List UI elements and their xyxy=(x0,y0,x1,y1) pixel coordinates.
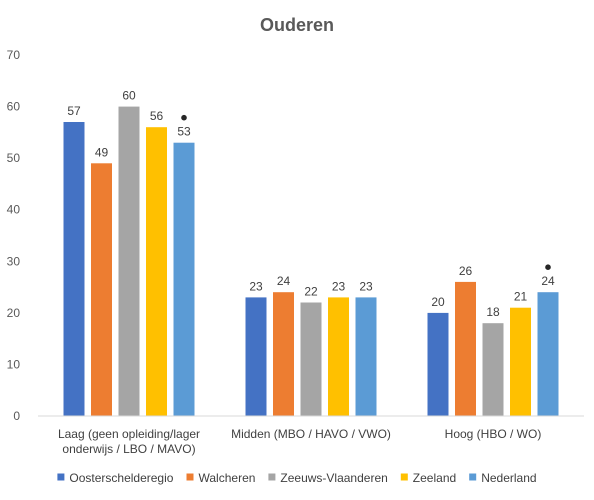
bar xyxy=(537,292,559,416)
data-label: 21 xyxy=(514,290,528,304)
y-tick-label: 30 xyxy=(7,254,21,268)
data-label: 57 xyxy=(67,104,81,118)
bar xyxy=(173,142,195,416)
data-label: 23 xyxy=(359,279,373,293)
data-label: 60 xyxy=(122,89,136,103)
y-tick-label: 50 xyxy=(7,151,21,165)
y-tick-label: 10 xyxy=(7,357,21,371)
chart-title: Ouderen xyxy=(260,15,334,35)
bar xyxy=(355,297,377,416)
legend-label: Walcheren xyxy=(199,471,256,485)
legend-swatch xyxy=(268,473,276,481)
bars-layer xyxy=(63,106,559,416)
legend-swatch xyxy=(400,473,408,481)
data-label: 24 xyxy=(277,274,291,288)
legend-label: Nederland xyxy=(481,471,536,485)
legend-swatch xyxy=(469,473,477,481)
data-label: 53 xyxy=(177,125,191,139)
data-labels-layer: 57 49 60 56 53 23 24 22 23 23 20 26 18 21 24 xyxy=(67,89,555,320)
bar xyxy=(455,281,476,416)
y-tick-label: 70 xyxy=(7,48,21,62)
bar xyxy=(245,297,267,416)
x-category-label: Hoog (HBO / WO) xyxy=(445,427,542,441)
bar xyxy=(146,127,167,416)
data-label: 56 xyxy=(150,109,164,123)
significance-markers-layer xyxy=(181,114,551,271)
data-label: 49 xyxy=(95,145,109,159)
x-category-label: Laag (geen opleiding/lager xyxy=(58,427,200,441)
legend-label: Zeeland xyxy=(413,471,456,485)
legend-swatch xyxy=(57,473,65,481)
bar xyxy=(427,312,449,416)
data-label: 23 xyxy=(332,279,346,293)
legend-label: Oosterschelderegio xyxy=(69,471,173,485)
y-axis: 0 10 20 30 40 50 60 70 xyxy=(7,48,21,423)
y-tick-label: 0 xyxy=(13,409,20,423)
bar xyxy=(91,163,112,416)
y-tick-label: 20 xyxy=(7,306,21,320)
data-label: 23 xyxy=(249,279,263,293)
bar xyxy=(300,302,322,416)
legend-swatch xyxy=(186,473,194,481)
data-label: 26 xyxy=(459,264,473,278)
bar xyxy=(63,122,85,416)
bar xyxy=(273,292,294,416)
x-category-label: onderwijs / LBO / MAVO) xyxy=(62,442,195,456)
significance-marker xyxy=(545,264,551,271)
data-label: 18 xyxy=(486,305,500,319)
data-label: 20 xyxy=(431,295,445,309)
legend: Oosterschelderegio Walcheren Zeeuws-Vlaand… xyxy=(57,471,537,485)
data-label: 24 xyxy=(541,274,555,288)
y-tick-label: 40 xyxy=(7,203,21,217)
bar xyxy=(510,307,531,416)
bar xyxy=(328,297,349,416)
bar xyxy=(118,106,140,416)
bar xyxy=(482,323,504,416)
legend-label: Zeeuws-Vlaanderen xyxy=(280,471,387,485)
y-tick-label: 60 xyxy=(7,100,21,114)
data-label: 22 xyxy=(304,285,318,299)
x-category-label: Midden (MBO / HAVO / VWO) xyxy=(231,427,391,441)
significance-marker xyxy=(181,114,187,121)
